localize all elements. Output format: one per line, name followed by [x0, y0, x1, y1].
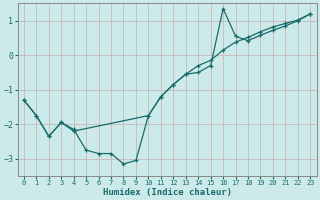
X-axis label: Humidex (Indice chaleur): Humidex (Indice chaleur): [103, 188, 232, 197]
